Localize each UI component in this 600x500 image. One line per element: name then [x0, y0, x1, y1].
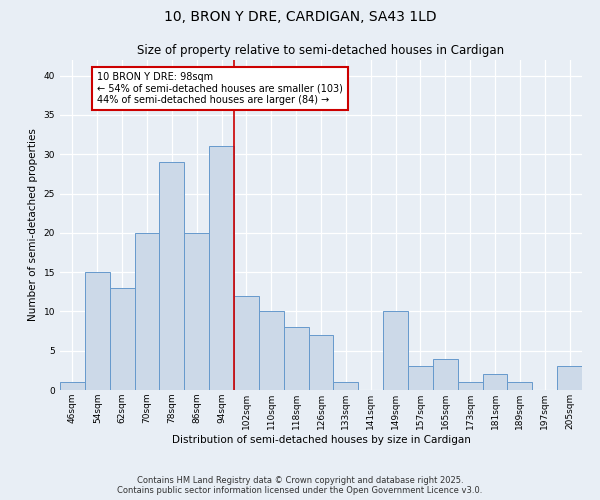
- Bar: [557, 366, 582, 390]
- Text: Contains HM Land Registry data © Crown copyright and database right 2025.
Contai: Contains HM Land Registry data © Crown c…: [118, 476, 482, 495]
- Text: 10, BRON Y DRE, CARDIGAN, SA43 1LD: 10, BRON Y DRE, CARDIGAN, SA43 1LD: [164, 10, 436, 24]
- Y-axis label: Number of semi-detached properties: Number of semi-detached properties: [28, 128, 38, 322]
- Bar: [209, 146, 234, 390]
- Bar: [383, 312, 408, 390]
- Bar: [284, 327, 308, 390]
- Bar: [334, 382, 358, 390]
- Bar: [482, 374, 508, 390]
- Bar: [234, 296, 259, 390]
- Bar: [308, 335, 334, 390]
- Bar: [508, 382, 532, 390]
- Bar: [433, 358, 458, 390]
- Bar: [184, 233, 209, 390]
- Bar: [60, 382, 85, 390]
- Bar: [85, 272, 110, 390]
- Text: 10 BRON Y DRE: 98sqm
← 54% of semi-detached houses are smaller (103)
44% of semi: 10 BRON Y DRE: 98sqm ← 54% of semi-detac…: [97, 72, 343, 105]
- Bar: [134, 233, 160, 390]
- Bar: [110, 288, 134, 390]
- Bar: [458, 382, 482, 390]
- Bar: [408, 366, 433, 390]
- X-axis label: Distribution of semi-detached houses by size in Cardigan: Distribution of semi-detached houses by …: [172, 434, 470, 444]
- Bar: [259, 312, 284, 390]
- Title: Size of property relative to semi-detached houses in Cardigan: Size of property relative to semi-detach…: [137, 44, 505, 58]
- Bar: [160, 162, 184, 390]
